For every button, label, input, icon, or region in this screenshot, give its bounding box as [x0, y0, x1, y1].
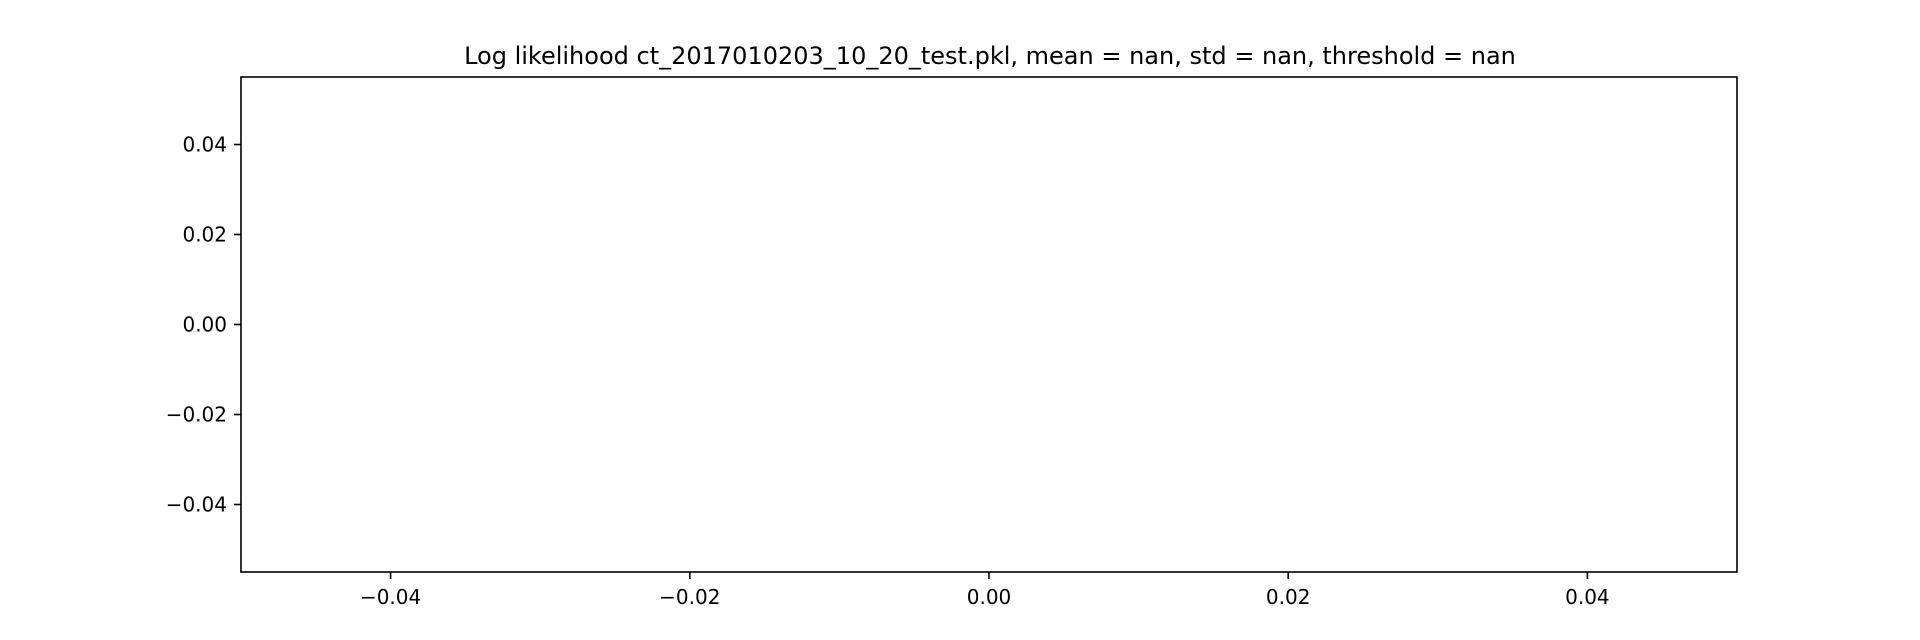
x-tick-label: 0.00 — [967, 585, 1012, 609]
plot-area — [240, 76, 1738, 573]
x-axis: −0.04 −0.02 0.00 0.02 0.04 — [360, 572, 1610, 609]
x-tick-label: 0.02 — [1266, 585, 1311, 609]
y-tick-label: 0.04 — [182, 133, 227, 157]
x-tick-label: 0.04 — [1565, 585, 1610, 609]
chart-title: Log likelihood ct_2017010203_10_20_test.… — [464, 42, 1516, 70]
y-tick-label: −0.02 — [166, 403, 227, 427]
x-tick-label: −0.02 — [659, 585, 720, 609]
x-tick-label: −0.04 — [360, 585, 421, 609]
y-tick-label: 0.02 — [182, 223, 227, 247]
y-tick-label: 0.00 — [182, 313, 227, 337]
y-axis: 0.04 0.02 0.00 −0.02 −0.04 — [166, 133, 241, 517]
y-tick-label: −0.04 — [166, 493, 227, 517]
